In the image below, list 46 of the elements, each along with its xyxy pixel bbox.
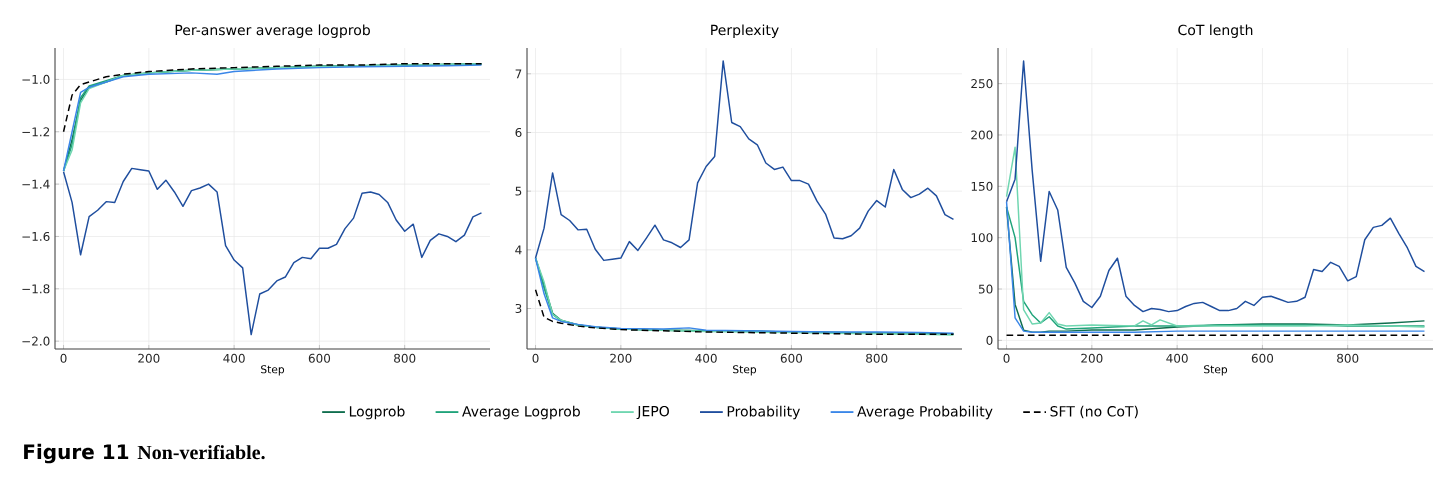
y-tick-label: −1.4 [22,179,50,189]
chart-title: Perplexity [711,24,779,38]
x-axis-title: Step [733,365,757,376]
legend-label: JEPO [636,405,669,420]
y-tick-label: −1.8 [22,284,50,294]
y-tick-label: 150 [971,181,993,191]
chart-title: Per-answer average logprob [175,24,370,38]
y-tick-label: 250 [971,79,993,89]
y-tick-label: 0 [986,335,993,345]
x-axis-title: Step [261,365,285,376]
y-tick-label: −2.0 [22,336,50,346]
y-tick-label: −1.2 [22,127,50,137]
y-tick-label: 100 [971,233,993,243]
x-tick-label: 800 [866,353,888,363]
y-tick-label: 5 [515,186,522,196]
legend-label: Average Logprob [462,405,580,420]
x-tick-label: 600 [308,353,331,363]
y-tick-label: −1.0 [22,74,50,84]
x-tick-label: 600 [1251,353,1274,363]
legend-label: Probability [727,405,800,420]
chart-title: CoT length [1178,24,1253,38]
y-tick-label: 4 [515,245,522,255]
x-tick-label: 800 [1337,353,1359,363]
x-tick-label: 0 [532,353,539,363]
x-tick-label: 200 [1081,353,1103,363]
x-tick-label: 400 [1166,353,1188,363]
x-tick-label: 200 [138,353,160,363]
legend-label: SFT (no CoT) [1050,405,1138,419]
caption: Figure 11 [24,443,129,464]
x-tick-label: 0 [60,353,67,363]
y-tick-label: 3 [515,303,522,314]
x-tick-label: 800 [394,353,416,363]
x-tick-label: 0 [1003,353,1010,363]
x-tick-label: 400 [695,353,717,363]
y-tick-label: 200 [971,130,993,140]
x-tick-label: 400 [223,353,245,363]
y-tick-label: 50 [978,284,993,294]
x-axis-title: Step [1204,365,1228,376]
x-tick-label: 600 [780,353,803,363]
legend-label: Logprob [349,405,405,420]
legend-label: Average Probability [857,405,993,420]
y-tick-label: −1.6 [22,231,50,241]
text: Non-verifiable. [137,444,265,460]
y-tick-label: 7 [515,69,522,79]
y-tick-label: 6 [515,127,522,138]
x-tick-label: 200 [610,353,632,363]
